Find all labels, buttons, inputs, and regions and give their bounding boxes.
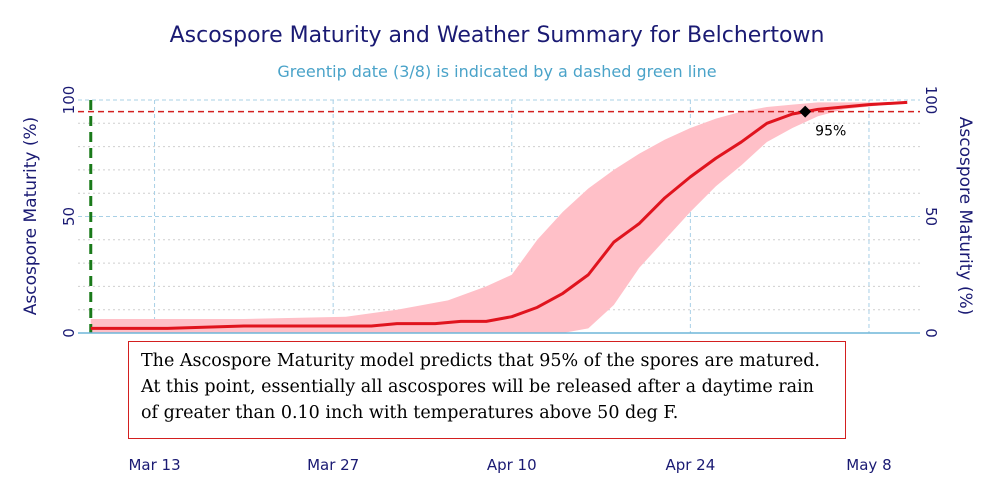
marker-95-diamond bbox=[799, 105, 812, 118]
model-message-box: The Ascospore Maturity model predicts th… bbox=[128, 341, 846, 439]
y-axis-label-right: Ascospore Maturity (%) bbox=[955, 117, 975, 316]
marker-95-label: 95% bbox=[815, 124, 846, 140]
axes: 0 0 50 50 100 100 Mar 13 Mar 27 Apr 10 Apr 24 May … bbox=[60, 86, 940, 474]
maturity-range-area bbox=[90, 102, 908, 333]
message-line: The Ascospore Maturity model predicts th… bbox=[141, 351, 820, 371]
y-axis-label-left: Ascospore Maturity (%) bbox=[21, 117, 41, 316]
message-line: of greater than 0.10 inch with temperatu… bbox=[141, 403, 679, 423]
x-tick-label: May 8 bbox=[846, 456, 891, 474]
maturity-line-layer: 95% bbox=[78, 100, 920, 333]
x-tick-label: Mar 27 bbox=[307, 456, 359, 474]
y-tick-label-left: 0 bbox=[60, 328, 78, 338]
maturity-median-line bbox=[90, 100, 908, 330]
y-tick-label-right: 0 bbox=[922, 328, 940, 338]
chart-title: Ascospore Maturity and Weather Summary f… bbox=[170, 23, 825, 48]
y-tick-label-left: 100 bbox=[60, 86, 78, 115]
y-tick-label-right: 100 bbox=[922, 86, 940, 115]
maturity-range-band bbox=[90, 102, 908, 333]
x-tick-label: Mar 13 bbox=[128, 456, 180, 474]
y-tick-label-left: 50 bbox=[60, 207, 78, 226]
x-tick-label: Apr 10 bbox=[487, 456, 537, 474]
chart-subtitle: Greentip date (3/8) is indicated by a da… bbox=[277, 62, 716, 81]
x-tick-label: Apr 24 bbox=[665, 456, 715, 474]
message-line: At this point, essentially all ascospore… bbox=[141, 377, 814, 397]
y-tick-label-right: 50 bbox=[922, 207, 940, 226]
